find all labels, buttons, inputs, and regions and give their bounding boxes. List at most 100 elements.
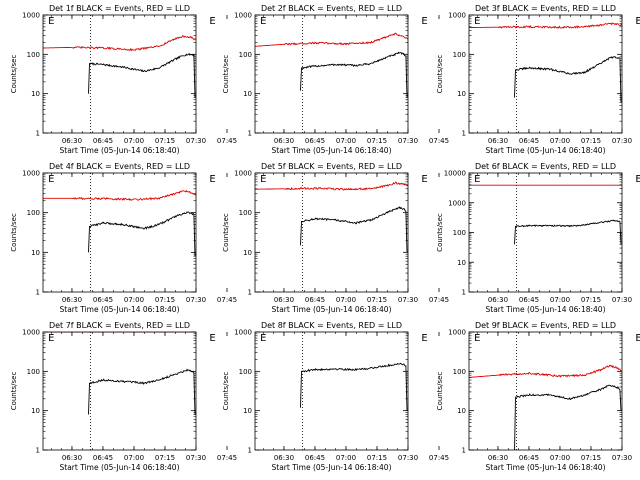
y-tick-label: 1 [36, 289, 40, 297]
y-axis-label: Counts/sec [436, 213, 444, 252]
x-axis-label: Start Time (05-Jun-14 06:18:40) [272, 146, 392, 155]
events-series-line [514, 384, 622, 450]
plot-frame [254, 331, 409, 451]
x-tick-label: 07:30 [186, 454, 206, 462]
x-tick-label: 06:45 [305, 454, 325, 462]
events-series-line [88, 368, 196, 415]
detector-panel-9: Det 9f BLACK = Events, RED = LLD E E 1 10 100… [436, 321, 640, 472]
x-tick-label: 07:45 [429, 137, 449, 145]
plot-frame [42, 331, 197, 451]
x-tick-label: 07:00 [336, 296, 356, 304]
plot-frame [42, 14, 197, 134]
events-series-line [88, 52, 196, 98]
events-series-line [88, 211, 196, 257]
event-marker-label: E [635, 333, 640, 344]
x-tick-label: 06:30 [62, 296, 82, 304]
detector-panel-8: Det 8f BLACK = Events, RED = LLD E E 1 10 100… [222, 321, 449, 472]
x-tick-label: 07:30 [398, 454, 418, 462]
event-marker-label: E [209, 174, 215, 185]
y-tick-label: 10 [31, 249, 40, 257]
x-axis-label: Start Time (05-Jun-14 06:18:40) [60, 305, 180, 314]
y-tick-label: 1000 [234, 170, 252, 178]
detector-panel-2: Det 2f BLACK = Events, RED = LLD E E 1 10 100… [222, 4, 449, 155]
event-marker-label: E [421, 16, 427, 27]
detector-panel-7: Det 7f BLACK = Events, RED = LLD E E 1 10 100… [10, 321, 237, 472]
y-tick-label: 10 [31, 90, 40, 98]
detector-panel-1: Det 1f BLACK = Events, RED = LLD E E 1 10 100… [10, 4, 237, 155]
event-marker-label: E [48, 16, 54, 27]
events-series-line [300, 206, 408, 253]
panel-title: Det 2f BLACK = Events, RED = LLD [261, 4, 402, 13]
lld-series-line [469, 22, 622, 29]
x-axis-label: Start Time (05-Jun-14 06:18:40) [60, 146, 180, 155]
panel-title: Det 5f BLACK = Events, RED = LLD [261, 162, 402, 171]
y-tick-label: 1000 [234, 329, 252, 337]
event-marker-label: E [421, 174, 427, 185]
event-marker-label: E [209, 16, 215, 27]
events-series-line [300, 51, 408, 98]
x-tick-label: 07:15 [581, 137, 601, 145]
y-axis-label: Counts/sec [222, 372, 230, 411]
panel-title: Det 1f BLACK = Events, RED = LLD [49, 4, 190, 13]
x-tick-label: 07:15 [581, 296, 601, 304]
plot-area [300, 332, 408, 450]
y-tick-label: 10 [457, 259, 466, 267]
events-series-line [514, 219, 622, 245]
x-tick-label: 07:45 [429, 296, 449, 304]
event-marker-label: E [260, 16, 266, 27]
y-tick-label: 100 [239, 368, 252, 376]
x-tick-label: 06:30 [274, 137, 294, 145]
y-tick-label: 1000 [22, 170, 40, 178]
x-axis-label: Start Time (05-Jun-14 06:18:40) [272, 305, 392, 314]
y-tick-label: 100 [239, 51, 252, 59]
y-tick-label: 100 [453, 368, 466, 376]
plot-frame [254, 172, 409, 293]
lld-series-line [255, 32, 408, 47]
y-tick-label: 1 [248, 130, 252, 138]
y-axis-label: Counts/sec [222, 213, 230, 252]
plot-frame [254, 14, 409, 134]
x-tick-label: 07:00 [336, 137, 356, 145]
plot-frame [468, 172, 623, 293]
y-tick-label: 100 [27, 209, 40, 217]
x-tick-label: 07:15 [367, 137, 387, 145]
y-tick-label: 100 [27, 51, 40, 59]
detector-panel-5: Det 5f BLACK = Events, RED = LLD E E 1 10 100… [222, 162, 449, 314]
x-tick-label: 07:30 [398, 137, 418, 145]
y-tick-label: 10 [457, 407, 466, 415]
x-axis-label: Start Time (05-Jun-14 06:18:40) [486, 305, 606, 314]
y-axis-label: Counts/sec [10, 55, 18, 94]
x-tick-label: 07:15 [367, 296, 387, 304]
x-tick-label: 06:30 [274, 454, 294, 462]
y-axis-label: Counts/sec [436, 372, 444, 411]
y-tick-label: 1 [248, 289, 252, 297]
y-tick-label: 10 [243, 249, 252, 257]
y-tick-label: 1 [462, 130, 466, 138]
x-tick-label: 06:45 [93, 137, 113, 145]
x-tick-label: 06:45 [93, 454, 113, 462]
x-tick-label: 07:15 [155, 454, 175, 462]
y-tick-label: 1000 [448, 12, 466, 20]
plot-area [469, 15, 622, 133]
y-tick-label: 100 [239, 209, 252, 217]
plot-area [255, 15, 408, 133]
lld-series-line [469, 364, 622, 378]
plot-area [469, 173, 622, 292]
x-tick-label: 07:00 [550, 454, 570, 462]
plot-frame [42, 172, 197, 293]
panel-title: Det 4f BLACK = Events, RED = LLD [49, 162, 190, 171]
x-axis-label: Start Time (05-Jun-14 06:18:40) [486, 463, 606, 472]
x-tick-label: 07:15 [155, 296, 175, 304]
panel-title: Det 6f BLACK = Events, RED = LLD [475, 162, 616, 171]
y-tick-label: 100 [27, 368, 40, 376]
x-tick-label: 06:45 [519, 296, 539, 304]
y-axis-label: Counts/sec [222, 55, 230, 94]
detector-panel-3: Det 3f BLACK = Events, RED = LLD E E 1 10 100… [436, 4, 640, 155]
y-axis-label: Counts/sec [436, 55, 444, 94]
x-tick-label: 07:00 [336, 454, 356, 462]
event-marker-label: E [260, 174, 266, 185]
events-series-line [514, 56, 622, 103]
x-tick-label: 07:00 [124, 454, 144, 462]
x-tick-label: 06:30 [488, 137, 508, 145]
